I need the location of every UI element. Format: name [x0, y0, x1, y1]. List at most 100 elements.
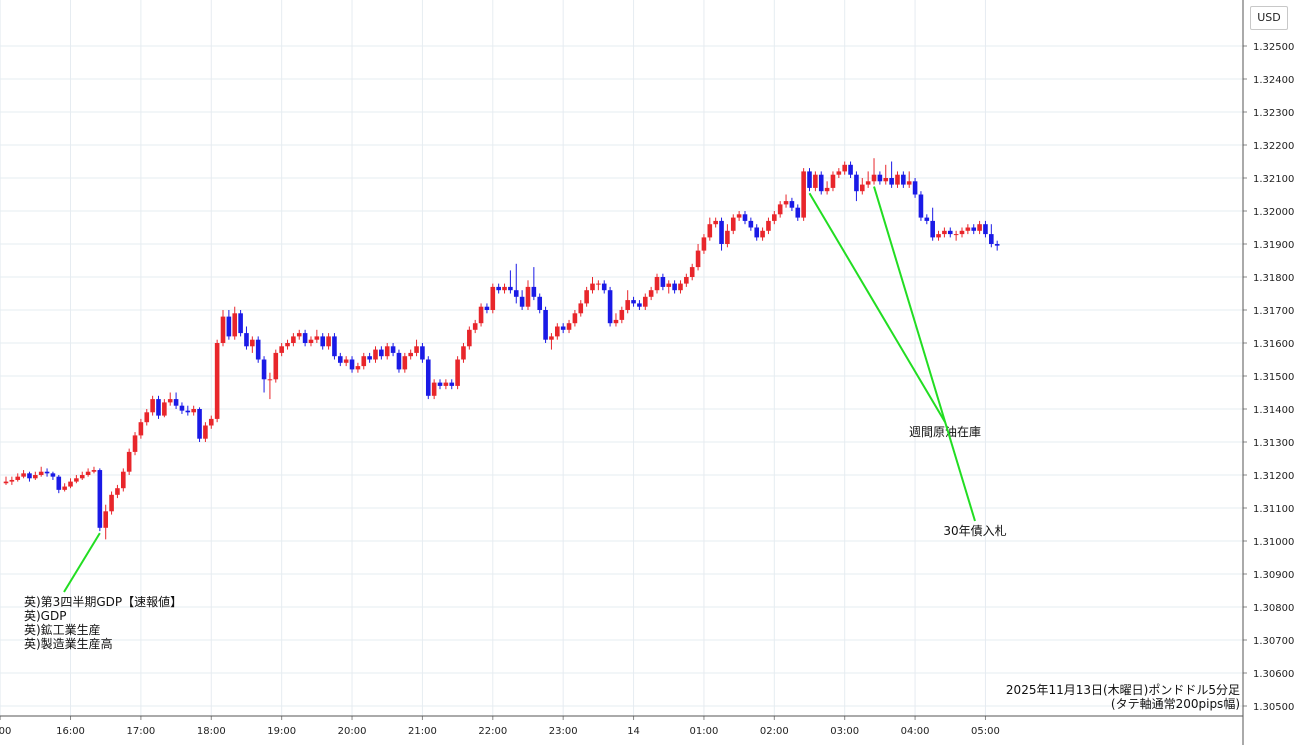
x-tick-label: 01:00 [690, 726, 719, 737]
candle-body [854, 174, 859, 192]
candle-body [449, 382, 455, 386]
y-tick-label: 1.31400 [1253, 405, 1294, 416]
candle-body [56, 476, 62, 490]
candle-body [490, 286, 496, 310]
candle-body [666, 283, 672, 287]
candle-body [425, 359, 431, 396]
candle-body [91, 470, 97, 472]
candle-body [85, 471, 91, 475]
x-tick-label: 02:00 [760, 726, 789, 737]
candle-body [379, 349, 384, 357]
y-tick-label: 1.30700 [1253, 636, 1294, 647]
candle-body [343, 359, 349, 363]
candle-body [3, 481, 9, 484]
candle-body [109, 494, 114, 512]
currency-unit-label[interactable]: USD [1250, 6, 1288, 30]
candle-body [291, 336, 296, 343]
candle-body [906, 181, 912, 185]
candle-body [818, 174, 824, 192]
candle-body [203, 425, 208, 439]
candle-body [760, 230, 765, 238]
candle-body [590, 283, 595, 291]
candle-body [355, 366, 361, 370]
candle-body [865, 181, 871, 185]
candle-body [390, 346, 396, 353]
annotation-text: 英)製造業生産高 [24, 636, 113, 651]
candle-body [478, 306, 484, 324]
candle-body [725, 230, 730, 244]
candle-body [742, 214, 748, 221]
candle-body [208, 418, 214, 426]
candle-body [267, 379, 273, 381]
candle-body [859, 184, 865, 192]
x-tick-label: 18:00 [197, 726, 226, 737]
candle-body [642, 296, 648, 307]
candle-body [220, 316, 226, 343]
candle-body [250, 339, 255, 347]
candle-body [214, 343, 220, 419]
candle-body [801, 171, 806, 218]
candle-body [836, 171, 842, 175]
candle-body [953, 234, 959, 236]
candle-body [924, 217, 930, 221]
candle-body [607, 290, 613, 324]
candle-body [162, 402, 167, 416]
candle-body [689, 267, 695, 277]
y-tick-label: 1.30800 [1253, 603, 1294, 614]
y-tick-label: 1.32400 [1253, 75, 1294, 86]
candle-body [326, 336, 331, 347]
candle-body [601, 283, 607, 291]
candle-body [431, 382, 437, 396]
candle-body [68, 481, 73, 487]
candle-body [44, 471, 50, 474]
candle-body [79, 475, 85, 479]
candle-body [901, 174, 906, 185]
candle-body [578, 303, 584, 314]
annotation-text: 英)第3四半期GDP【速報値】 [24, 594, 182, 609]
y-tick-label: 1.32200 [1253, 141, 1294, 152]
candle-body [349, 359, 355, 370]
candle-body [748, 220, 754, 228]
x-tick-label: 04:00 [901, 726, 930, 737]
candle-body [525, 286, 531, 307]
candle-body [701, 237, 707, 251]
candle-body [766, 220, 771, 231]
candle-body [871, 174, 877, 182]
candle-body [296, 333, 302, 337]
candle-body [877, 174, 883, 182]
caption-line: 2025年11月13日(木曜日)ポンドドル5分足 [1006, 683, 1240, 697]
annotation-text: 英)鉱工業生産 [24, 622, 101, 637]
candle-body [232, 313, 238, 337]
candle-body [126, 451, 132, 472]
annotation-leader-line [808, 192, 946, 423]
candle-body [455, 359, 460, 386]
candle-body [484, 306, 490, 310]
candle-body [713, 220, 718, 225]
candle-body [97, 470, 103, 528]
candle-body [420, 346, 425, 360]
candle-body [408, 352, 413, 357]
caption-line: (タテ軸通常200pips幅) [1111, 696, 1240, 711]
y-tick-label: 1.31300 [1253, 438, 1294, 449]
candle-body [543, 310, 548, 340]
candle-body [672, 283, 677, 291]
candle-body [572, 313, 578, 324]
candle-body [754, 227, 760, 238]
y-tick-label: 1.31900 [1253, 240, 1294, 251]
candle-body [777, 204, 783, 215]
candle-body [730, 217, 736, 231]
x-tick-label: 16:00 [56, 726, 85, 737]
candle-body [789, 201, 795, 208]
candle-body [613, 319, 619, 324]
candle-body [695, 250, 701, 268]
x-tick-label: 23:00 [549, 726, 578, 737]
candle-body [320, 336, 326, 347]
candle-body [719, 220, 724, 244]
candle-body [443, 382, 449, 386]
candle-body [989, 234, 994, 244]
candle-body [942, 230, 947, 235]
candle-body [173, 399, 179, 406]
candle-body [38, 471, 44, 475]
